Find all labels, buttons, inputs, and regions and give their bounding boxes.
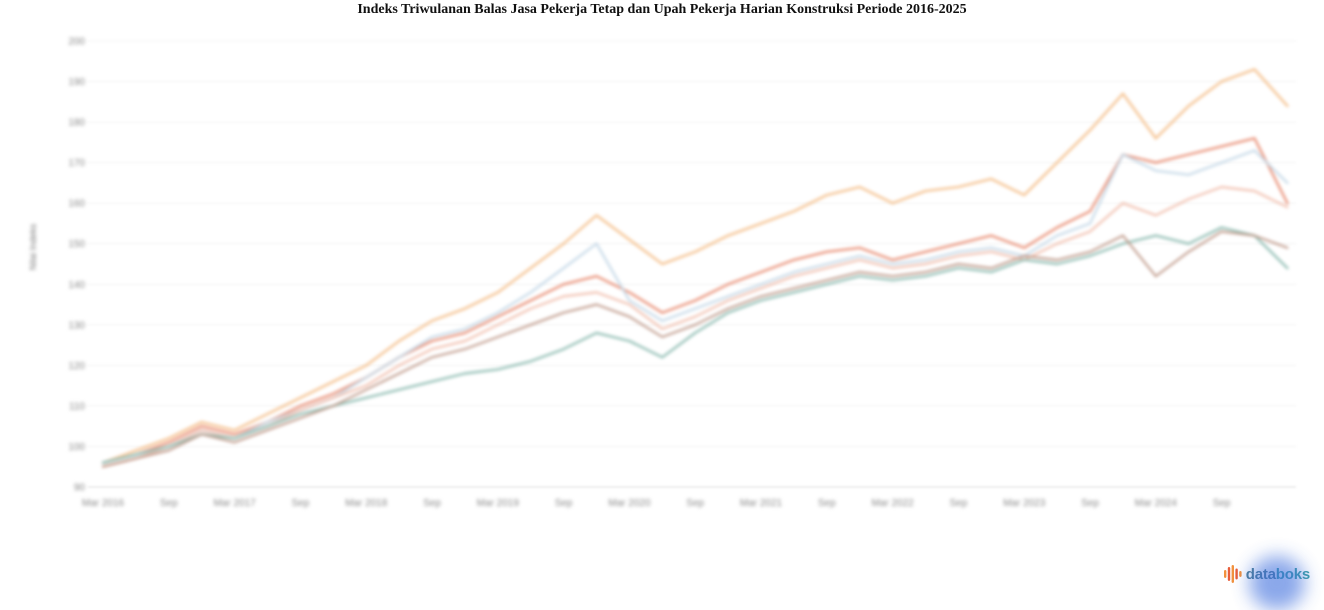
- y-tick-label: 90: [74, 483, 86, 494]
- x-tick-label: Mar 2019: [477, 498, 520, 509]
- x-tick-label: Mar 2023: [1003, 498, 1046, 509]
- x-tick-label: Sep: [818, 498, 836, 509]
- x-tick-label: Sep: [686, 498, 704, 509]
- series-line-series_6_cokelat: [101, 230, 1289, 468]
- x-tick-label: Mar 2018: [345, 498, 388, 509]
- y-tick-label: 120: [68, 361, 85, 372]
- pulse-bars-icon: [1223, 565, 1242, 583]
- series-line-series_1_oranye: [101, 68, 1289, 465]
- databoks-logo: databoks: [1223, 562, 1310, 586]
- y-axis-title: Nilai Indeks: [28, 223, 38, 270]
- x-tick-label: Mar 2020: [608, 498, 651, 509]
- x-tick-label: Sep: [292, 498, 310, 509]
- logo-text-data: data: [1245, 565, 1276, 583]
- y-tick-label: 160: [68, 199, 85, 210]
- y-tick-label: 150: [68, 239, 85, 250]
- chart-area: 200 190 180 170 160 150 140 130 120 110 100 90 Mar 2…: [0, 20, 1324, 560]
- x-tick-label: Sep: [1081, 498, 1099, 509]
- y-tick-label: 100: [68, 442, 85, 453]
- y-tick-label: 200: [68, 37, 85, 48]
- x-tick-label: Sep: [555, 498, 573, 509]
- x-tick-label: Sep: [423, 498, 441, 509]
- page-title: Indeks Triwulanan Balas Jasa Pekerja Tet…: [357, 2, 967, 17]
- series-line-series_5_teal: [101, 226, 1289, 464]
- y-tick-label: 190: [68, 77, 85, 88]
- y-tick-label: 180: [68, 118, 85, 129]
- x-tick-label: Mar 2022: [871, 498, 914, 509]
- line-chart-canvas: 200 190 180 170 160 150 140 130 120 110 100 90 Mar 2…: [28, 37, 1296, 510]
- x-tick-label: Mar 2017: [213, 498, 256, 509]
- x-tick-label: Sep: [950, 498, 968, 509]
- x-tick-label: Sep: [1213, 498, 1231, 509]
- gridlines-group: [88, 40, 1296, 488]
- x-tick-label: Mar 2024: [1135, 498, 1178, 509]
- y-tick-label: 170: [68, 158, 85, 169]
- x-tick-label: Mar 2021: [740, 498, 783, 509]
- series-line-series_4_merah_muda: [101, 185, 1289, 468]
- x-tick-label: Mar 2016: [82, 498, 125, 509]
- series-group: [101, 68, 1289, 468]
- logo-text-boks: boks: [1275, 565, 1310, 583]
- axis-labels-group: 200 190 180 170 160 150 140 130 120 110 100 90 Mar 2…: [28, 37, 1231, 510]
- y-tick-label: 140: [68, 280, 85, 291]
- y-tick-label: 130: [68, 320, 85, 331]
- series-line-series_2_salmon: [101, 137, 1289, 464]
- x-tick-label: Sep: [160, 498, 178, 509]
- logo-text: databoks: [1246, 566, 1310, 583]
- y-tick-label: 110: [69, 401, 85, 412]
